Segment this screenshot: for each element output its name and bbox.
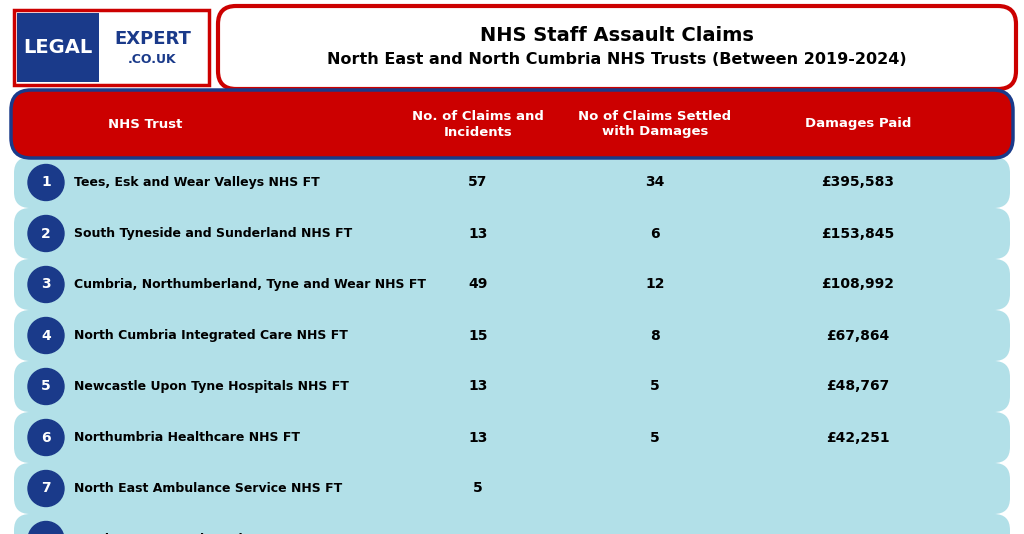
- Text: 2: 2: [41, 226, 51, 240]
- Text: EXPERT: EXPERT: [114, 30, 190, 49]
- Text: NHS Staff Assault Claims: NHS Staff Assault Claims: [480, 26, 754, 45]
- Circle shape: [28, 318, 63, 354]
- Text: 5: 5: [650, 380, 659, 394]
- Text: 57: 57: [468, 176, 487, 190]
- Text: 7: 7: [41, 482, 51, 496]
- FancyBboxPatch shape: [14, 259, 1010, 310]
- Text: Cumbria, Northumberland, Tyne and Wear NHS FT: Cumbria, Northumberland, Tyne and Wear N…: [74, 278, 426, 291]
- Text: 49: 49: [468, 278, 487, 292]
- Text: No of Claims Settled
with Damages: No of Claims Settled with Damages: [579, 109, 731, 138]
- Text: LEGAL: LEGAL: [24, 38, 92, 57]
- Text: 6: 6: [650, 226, 659, 240]
- Text: NHS Trust: NHS Trust: [108, 117, 182, 130]
- FancyBboxPatch shape: [17, 13, 99, 82]
- Text: 8: 8: [650, 328, 659, 342]
- Text: No. of Claims and
Incidents: No. of Claims and Incidents: [412, 109, 544, 138]
- Circle shape: [28, 470, 63, 507]
- Circle shape: [28, 266, 63, 302]
- Text: 8: 8: [41, 532, 51, 534]
- Text: 5: 5: [473, 482, 483, 496]
- Text: Northumbria Healthcare NHS FT: Northumbria Healthcare NHS FT: [74, 431, 300, 444]
- Text: North East and North Cumbria NHS Trusts (Between 2019-2024): North East and North Cumbria NHS Trusts …: [328, 52, 907, 67]
- Circle shape: [28, 368, 63, 404]
- FancyBboxPatch shape: [14, 10, 209, 85]
- FancyBboxPatch shape: [14, 157, 1010, 208]
- Text: £67,864: £67,864: [826, 328, 890, 342]
- Text: £42,251: £42,251: [826, 430, 890, 444]
- Text: 5: 5: [650, 430, 659, 444]
- FancyBboxPatch shape: [14, 208, 1010, 259]
- FancyBboxPatch shape: [14, 412, 1010, 463]
- Text: 1: 1: [41, 176, 51, 190]
- Text: South Tyneside and Sunderland NHS FT: South Tyneside and Sunderland NHS FT: [74, 227, 352, 240]
- Text: Newcastle Upon Tyne Hospitals NHS FT: Newcastle Upon Tyne Hospitals NHS FT: [74, 380, 349, 393]
- Text: North Cumbria Integrated Care NHS FT: North Cumbria Integrated Care NHS FT: [74, 329, 348, 342]
- Text: .CO.UK: .CO.UK: [128, 53, 177, 66]
- Text: 13: 13: [468, 430, 487, 444]
- FancyBboxPatch shape: [218, 6, 1016, 89]
- Text: 12: 12: [645, 278, 665, 292]
- Text: North Tees & Hartlepool NHS FT: North Tees & Hartlepool NHS FT: [74, 533, 298, 534]
- Text: 34: 34: [645, 176, 665, 190]
- Text: £153,845: £153,845: [821, 226, 895, 240]
- Text: North East Ambulance Service NHS FT: North East Ambulance Service NHS FT: [74, 482, 342, 495]
- Text: 13: 13: [468, 380, 487, 394]
- Circle shape: [28, 216, 63, 252]
- FancyBboxPatch shape: [14, 514, 1010, 534]
- Text: Tees, Esk and Wear Valleys NHS FT: Tees, Esk and Wear Valleys NHS FT: [74, 176, 319, 189]
- Text: 13: 13: [468, 226, 487, 240]
- Text: 3: 3: [41, 278, 51, 292]
- FancyBboxPatch shape: [14, 463, 1010, 514]
- Text: 5: 5: [41, 380, 51, 394]
- FancyBboxPatch shape: [11, 90, 1013, 158]
- Circle shape: [28, 522, 63, 534]
- Text: £48,767: £48,767: [826, 380, 890, 394]
- Text: £108,992: £108,992: [821, 278, 895, 292]
- Circle shape: [28, 164, 63, 200]
- Text: 15: 15: [468, 328, 487, 342]
- Text: 11: 11: [468, 532, 487, 534]
- Text: 4: 4: [41, 328, 51, 342]
- FancyBboxPatch shape: [14, 310, 1010, 361]
- Text: £395,583: £395,583: [821, 176, 895, 190]
- FancyBboxPatch shape: [14, 361, 1010, 412]
- Circle shape: [28, 420, 63, 456]
- Text: 6: 6: [41, 430, 51, 444]
- Text: Damages Paid: Damages Paid: [805, 117, 911, 130]
